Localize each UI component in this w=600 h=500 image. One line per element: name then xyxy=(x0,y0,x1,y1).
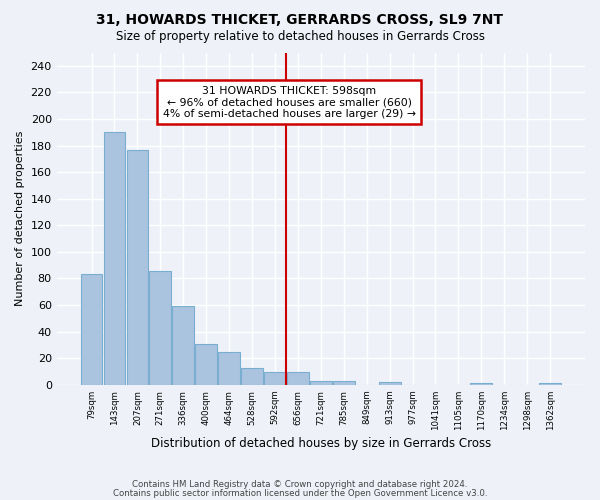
Text: Size of property relative to detached houses in Gerrards Cross: Size of property relative to detached ho… xyxy=(115,30,485,43)
Text: Contains HM Land Registry data © Crown copyright and database right 2024.: Contains HM Land Registry data © Crown c… xyxy=(132,480,468,489)
Bar xyxy=(104,132,125,385)
Bar xyxy=(149,270,171,385)
Text: 31, HOWARDS THICKET, GERRARDS CROSS, SL9 7NT: 31, HOWARDS THICKET, GERRARDS CROSS, SL9… xyxy=(97,12,503,26)
Bar xyxy=(80,274,103,385)
Bar xyxy=(539,384,561,385)
Bar xyxy=(218,352,240,385)
Bar xyxy=(196,344,217,385)
Bar xyxy=(264,372,286,385)
X-axis label: Distribution of detached houses by size in Gerrards Cross: Distribution of detached houses by size … xyxy=(151,437,491,450)
Bar xyxy=(333,381,355,385)
Y-axis label: Number of detached properties: Number of detached properties xyxy=(15,131,25,306)
Text: Contains public sector information licensed under the Open Government Licence v3: Contains public sector information licen… xyxy=(113,488,487,498)
Bar xyxy=(310,381,332,385)
Text: 31 HOWARDS THICKET: 598sqm
← 96% of detached houses are smaller (660)
4% of semi: 31 HOWARDS THICKET: 598sqm ← 96% of deta… xyxy=(163,86,416,119)
Bar xyxy=(127,150,148,385)
Bar xyxy=(241,368,263,385)
Bar xyxy=(172,306,194,385)
Bar xyxy=(470,384,492,385)
Bar xyxy=(379,382,401,385)
Bar xyxy=(287,372,309,385)
